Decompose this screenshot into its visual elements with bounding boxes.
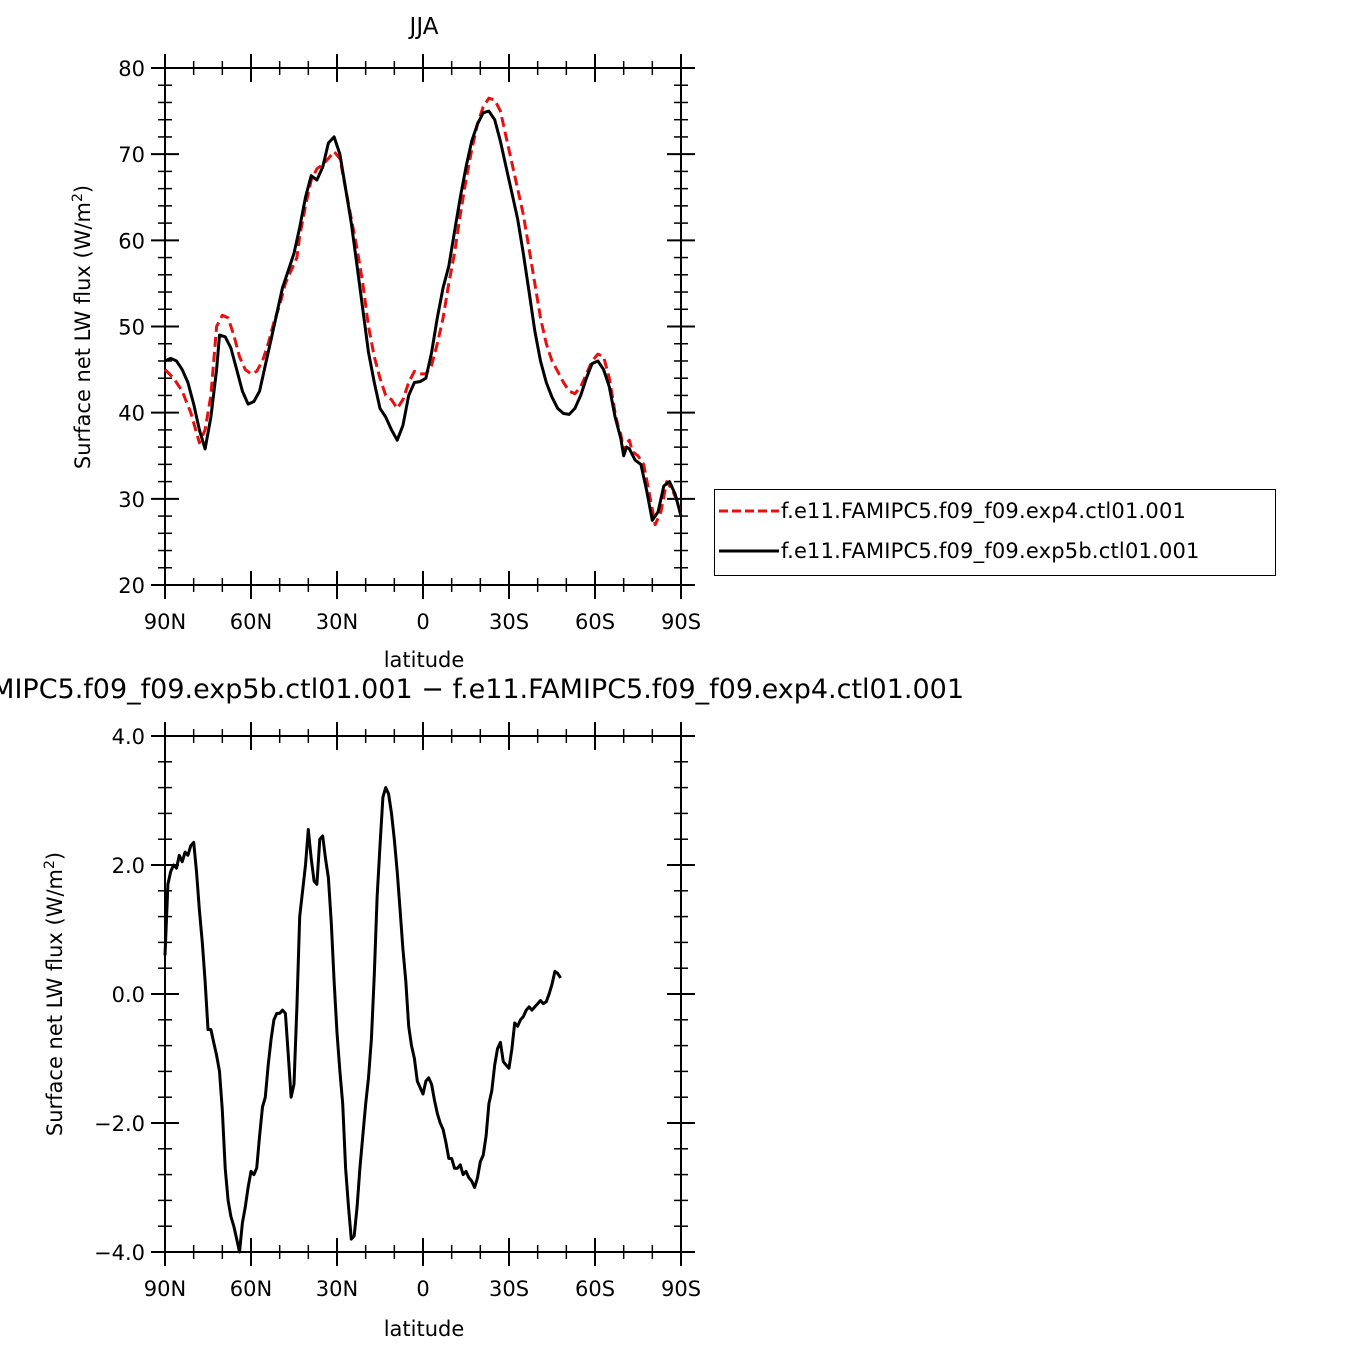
bottom-x-axis-label: latitude	[384, 1317, 465, 1341]
top-y-axis-label-end: )	[71, 185, 95, 193]
top-chart-title: JJA	[408, 14, 439, 40]
top-x-tick-label: 60S	[575, 610, 615, 634]
bottom-x-tick-label: 90N	[144, 1277, 186, 1301]
top-x-tick-label: 30N	[316, 610, 358, 634]
bottom-x-tick-label: 60S	[575, 1277, 615, 1301]
top-x-tick-label: 90S	[661, 610, 701, 634]
top-y-tick-label: 30	[118, 488, 145, 512]
bottom-x-tick-label: 30S	[489, 1277, 529, 1301]
top-y-tick-label: 60	[118, 229, 145, 253]
top-x-tick-label: 60N	[230, 610, 272, 634]
bottom-x-tick-label: 30N	[316, 1277, 358, 1301]
top-x-axis-label: latitude	[384, 648, 465, 672]
bottom-y-axis-label-end: )	[43, 852, 67, 860]
bottom-y-tick-label: 0.0	[112, 983, 145, 1007]
bottom-y-axis-label-sup: 2	[42, 860, 58, 869]
top-x-tick-label: 0	[416, 610, 429, 634]
top-series-line-1	[164, 109, 683, 522]
legend-label-exp4: f.e11.FAMIPC5.f09_f09.exp4.ctl01.001	[781, 499, 1187, 523]
bottom-y-axis-label-main: Surface net LW flux (W/m	[43, 869, 67, 1136]
top-y-axis-label-sup: 2	[70, 193, 86, 202]
bottom-series-line-0	[163, 786, 562, 1254]
top-y-tick-label: 80	[118, 57, 145, 81]
top-panel: JJA 20 30 40 50 60 70 80 90N 60N 30N 0 30S 60S 90S la…	[70, 14, 701, 672]
top-y-tick-label: 20	[118, 574, 145, 598]
top-y-tick-label: 70	[118, 143, 145, 167]
top-y-tick-label: 50	[118, 316, 145, 340]
bottom-x-tick-label: 0	[416, 1277, 429, 1301]
bottom-y-tick-label: 4.0	[112, 725, 145, 749]
bottom-y-tick-label: −4.0	[94, 1241, 145, 1265]
top-plot-area: 20 30 40 50 60 70 80 90N 60N 30N 0 30S 60S 90S	[118, 54, 701, 634]
top-y-axis-label: Surface net LW flux (W/m2)	[70, 185, 95, 469]
top-y-axis-label-main: Surface net LW flux (W/m	[71, 202, 95, 469]
legend-item-exp5b: f.e11.FAMIPC5.f09_f09.exp5b.ctl01.001	[717, 536, 1200, 566]
top-plot-frame	[164, 67, 682, 586]
legend-item-exp4: f.e11.FAMIPC5.f09_f09.exp4.ctl01.001	[717, 496, 1186, 526]
bottom-y-tick-label: 2.0	[112, 854, 145, 878]
top-y-tick-label: 40	[118, 402, 145, 426]
bottom-x-tick-label: 90S	[661, 1277, 701, 1301]
bottom-y-tick-label: −2.0	[94, 1112, 145, 1136]
top-x-tick-label: 90N	[144, 610, 186, 634]
top-series-line-0	[163, 96, 683, 527]
bottom-panel: f.e11.FAMIPC5.f09_f09.exp5b.ctl01.001 − …	[0, 674, 964, 1341]
legend: f.e11.FAMIPC5.f09_f09.exp4.ctl01.001 f.e…	[714, 489, 1276, 576]
bottom-plot-frame	[164, 735, 682, 1253]
legend-swatch-exp4	[719, 509, 779, 513]
legend-swatch-exp5b	[719, 549, 779, 553]
top-x-tick-label: 30S	[489, 610, 529, 634]
bottom-x-tick-label: 60N	[230, 1277, 272, 1301]
bottom-plot-area: −4.0 −2.0 0.0 2.0 4.0 90N 60N 30N 0 30S 60S 90S	[94, 722, 701, 1301]
bottom-chart-title: f.e11.FAMIPC5.f09_f09.exp5b.ctl01.001 − …	[0, 674, 964, 705]
legend-label-exp5b: f.e11.FAMIPC5.f09_f09.exp5b.ctl01.001	[781, 539, 1200, 563]
bottom-y-axis-label: Surface net LW flux (W/m2)	[42, 852, 67, 1136]
